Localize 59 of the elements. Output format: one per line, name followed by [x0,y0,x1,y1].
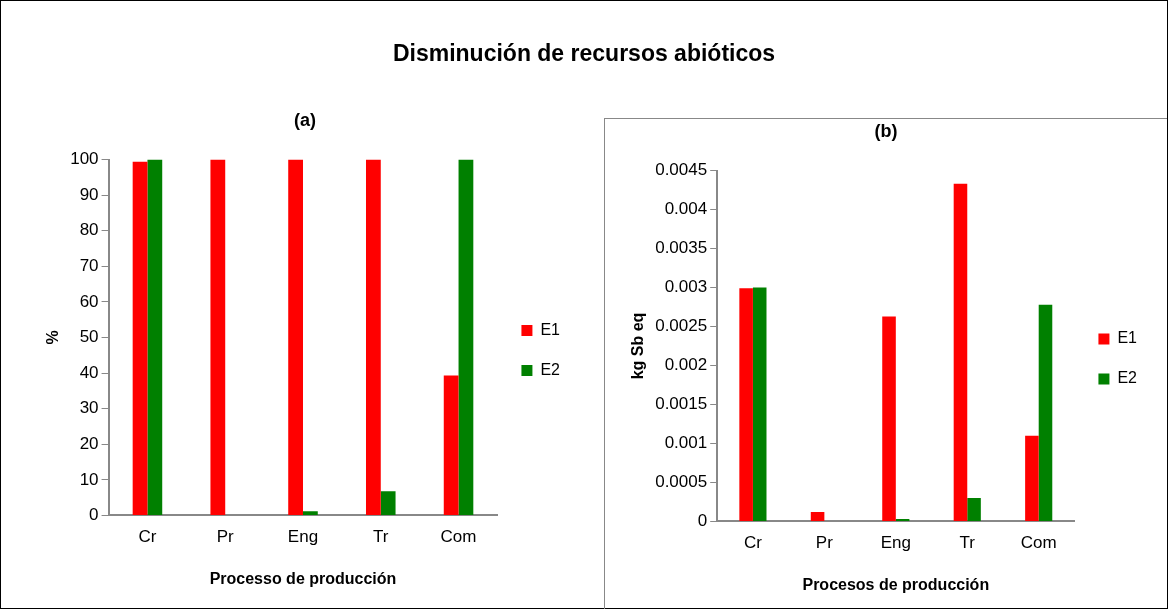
y-tick-label: 0.0025 [655,316,708,336]
bar [739,288,753,521]
y-axis-title: % [44,330,62,345]
y-tick-label: 0 [89,505,99,525]
bar [132,161,148,515]
x-tick-label: Eng [880,533,911,553]
text: Disminución de recursos abióticos [391,40,777,67]
y-axis-title: kg Sb eq [629,312,647,380]
bar [443,375,459,515]
bar [810,512,825,521]
y-tick-label: 0 [697,511,708,531]
x-tick-label: Cr [743,533,763,553]
bar [752,287,767,521]
y-tick-label: 30 [79,398,99,418]
legend-label: E1 [540,320,561,338]
x-tick-label: Eng [287,527,319,547]
y-tick-label: 0.0035 [655,238,708,258]
bar [458,159,474,515]
chart-title: (b) [874,120,898,141]
x-tick-label: Tr [373,527,389,547]
x-axis-title: Procesos de producción [802,575,990,593]
chart-title: (a) [294,109,316,130]
y-tick-label: 70 [79,256,99,276]
x-axis-title: Processo de producción [209,569,397,587]
y-tick-label: 0.001 [664,433,708,453]
bar [365,159,381,515]
x-tick-label: Tr [959,533,976,553]
x-tick-label: Com [1020,533,1057,553]
y-tick-label: 0.0015 [655,394,708,414]
legend-label: E1 [1117,329,1138,347]
bar [953,183,968,521]
y-tick-label: 0.002 [664,355,708,375]
bar [210,159,226,515]
y-tick-label: 0.0045 [655,160,708,180]
y-tick-label: 100 [70,149,99,169]
y-tick-label: 0.0005 [655,472,708,492]
y-tick-label: 60 [79,291,99,311]
x-tick-label: Pr [216,527,235,547]
y-tick-label: 0.003 [664,277,708,297]
bar [1038,304,1053,521]
bar [147,159,163,515]
y-tick-label: 40 [79,362,99,382]
bar [288,159,303,515]
x-tick-label: Com [440,527,477,547]
bar [380,491,396,515]
y-tick-label: 20 [79,433,99,453]
y-tick-label: 10 [79,469,99,489]
bar [882,316,896,521]
y-tick-label: 0.004 [664,199,708,219]
y-tick-label: 90 [79,184,99,204]
bar [1025,435,1039,521]
x-tick-label: Cr [138,527,157,547]
y-tick-label: 80 [79,220,99,240]
y-tick-label: 50 [79,327,99,347]
bar [967,498,981,521]
legend-label: E2 [1117,369,1138,387]
bar [303,511,318,515]
legend-label: E2 [540,360,561,378]
x-tick-label: Pr [815,533,834,553]
